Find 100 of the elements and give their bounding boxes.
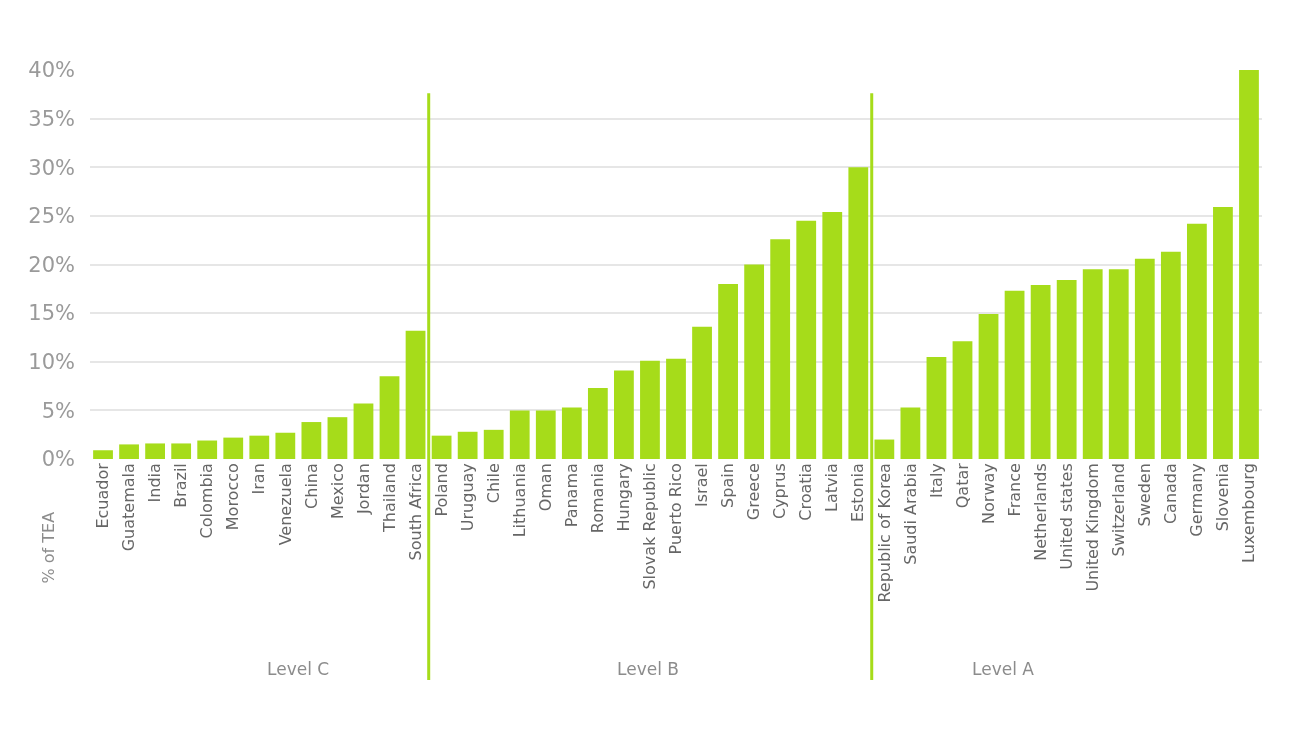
bar bbox=[483, 429, 504, 459]
x-tick-label: Mexico bbox=[327, 463, 347, 520]
x-tick-label: Ecuador bbox=[93, 462, 113, 529]
bar bbox=[405, 330, 426, 459]
x-tick-label: Sweden bbox=[1135, 463, 1154, 527]
bar bbox=[952, 341, 973, 459]
bar bbox=[431, 435, 452, 459]
bar bbox=[561, 407, 582, 459]
x-tick-label: Oman bbox=[535, 463, 555, 512]
x-tick-label: United Kingdom bbox=[1082, 463, 1102, 592]
x-tick-label: Canada bbox=[1161, 463, 1181, 525]
bar bbox=[171, 443, 192, 459]
x-tick-label: Spain bbox=[718, 463, 738, 508]
x-tick-label: Switzerland bbox=[1108, 463, 1128, 557]
y-axis-title: % of TEA bbox=[39, 511, 59, 584]
x-tick-label: Morocco bbox=[223, 463, 243, 531]
x-tick-label: Germany bbox=[1187, 463, 1207, 537]
x-tick-label: Israel bbox=[692, 463, 712, 507]
y-tick-label: 25% bbox=[28, 204, 75, 229]
x-tick-label: Republic of Korea bbox=[874, 463, 894, 603]
text: Level C bbox=[267, 659, 330, 679]
bar bbox=[1004, 290, 1025, 459]
bar bbox=[1239, 70, 1259, 459]
x-tick-label: Guatemala bbox=[119, 463, 139, 552]
bar bbox=[666, 358, 686, 459]
bar bbox=[1056, 280, 1077, 459]
x-tick-label: Norway bbox=[978, 463, 998, 524]
x-tick-label: Greece bbox=[744, 463, 764, 521]
bar bbox=[822, 211, 843, 459]
bar bbox=[379, 376, 400, 459]
bar bbox=[197, 440, 218, 459]
bar bbox=[718, 283, 738, 459]
bar bbox=[93, 450, 113, 459]
bar bbox=[848, 167, 869, 459]
y-tick-label: 40% bbox=[28, 58, 75, 83]
bar bbox=[796, 220, 817, 459]
bar bbox=[509, 410, 530, 459]
bar bbox=[1160, 251, 1181, 459]
bar bbox=[926, 356, 947, 459]
bar bbox=[535, 410, 556, 459]
x-tick-label: Cyprus bbox=[770, 463, 790, 520]
bar bbox=[1108, 269, 1129, 459]
x-tick-label: Puerto Rico bbox=[666, 463, 686, 555]
y-tick-label: 10% bbox=[28, 350, 75, 375]
bar bbox=[353, 403, 374, 459]
x-tick-label: Qatar bbox=[952, 462, 972, 509]
x-tick-label: Colombia bbox=[197, 463, 217, 539]
x-tick-label: Estonia bbox=[848, 463, 868, 523]
x-tick-label: Latvia bbox=[822, 463, 842, 512]
bar bbox=[457, 431, 478, 459]
bar bbox=[327, 417, 348, 459]
x-tick-label: Poland bbox=[431, 463, 451, 517]
bar bbox=[1213, 207, 1233, 459]
x-tick-label: Hungary bbox=[614, 463, 634, 532]
bar bbox=[978, 314, 999, 459]
bar bbox=[119, 444, 139, 459]
bar bbox=[770, 239, 791, 459]
bar bbox=[145, 443, 166, 459]
x-tick-label: Chile bbox=[483, 463, 503, 504]
x-tick-label: United states bbox=[1056, 463, 1076, 570]
bar bbox=[587, 388, 608, 459]
y-tick-label: 15% bbox=[28, 301, 75, 326]
x-tick-label: Netherlands bbox=[1030, 463, 1050, 561]
x-tick-label: Thailand bbox=[379, 463, 399, 533]
bar bbox=[900, 407, 921, 459]
y-tick-label: 0% bbox=[41, 447, 75, 472]
bar bbox=[1134, 258, 1155, 459]
bar bbox=[1082, 269, 1103, 459]
bar bbox=[275, 432, 296, 459]
bar bbox=[640, 360, 660, 459]
x-tick-label: France bbox=[1004, 463, 1024, 517]
x-tick-label: Iran bbox=[249, 463, 269, 495]
bar bbox=[1030, 284, 1051, 459]
bar bbox=[249, 435, 270, 459]
y-tick-label: 20% bbox=[28, 252, 75, 277]
x-tick-label: Panama bbox=[562, 463, 582, 528]
x-tick-label: South Africa bbox=[405, 463, 425, 561]
bar bbox=[301, 422, 322, 459]
x-tick-label: Brazil bbox=[171, 463, 191, 508]
bar bbox=[692, 326, 712, 459]
x-tick-label: Romania bbox=[588, 463, 608, 534]
bar bbox=[223, 437, 244, 459]
x-tick-label: Luxembourg bbox=[1239, 463, 1259, 563]
bar bbox=[744, 264, 765, 459]
x-tick-label: Lithuania bbox=[509, 463, 529, 538]
text: Level B bbox=[617, 659, 679, 679]
x-tick-label: China bbox=[301, 463, 321, 509]
x-tick-label: Slovenia bbox=[1213, 463, 1233, 532]
bar bbox=[1186, 223, 1207, 459]
bar bbox=[614, 370, 634, 459]
y-tick-label: 35% bbox=[28, 106, 75, 131]
x-tick-label: Uruguay bbox=[457, 463, 477, 532]
y-tick-label: 5% bbox=[41, 398, 75, 423]
x-tick-label: Italy bbox=[926, 463, 946, 498]
y-tick-label: 30% bbox=[28, 155, 75, 180]
x-tick-label: Jordan bbox=[353, 463, 373, 516]
x-tick-label: Croatia bbox=[796, 463, 816, 521]
x-tick-label: Venezuela bbox=[275, 463, 295, 546]
x-tick-label: India bbox=[145, 463, 165, 503]
x-tick-label: Slovak Republic bbox=[640, 463, 660, 590]
